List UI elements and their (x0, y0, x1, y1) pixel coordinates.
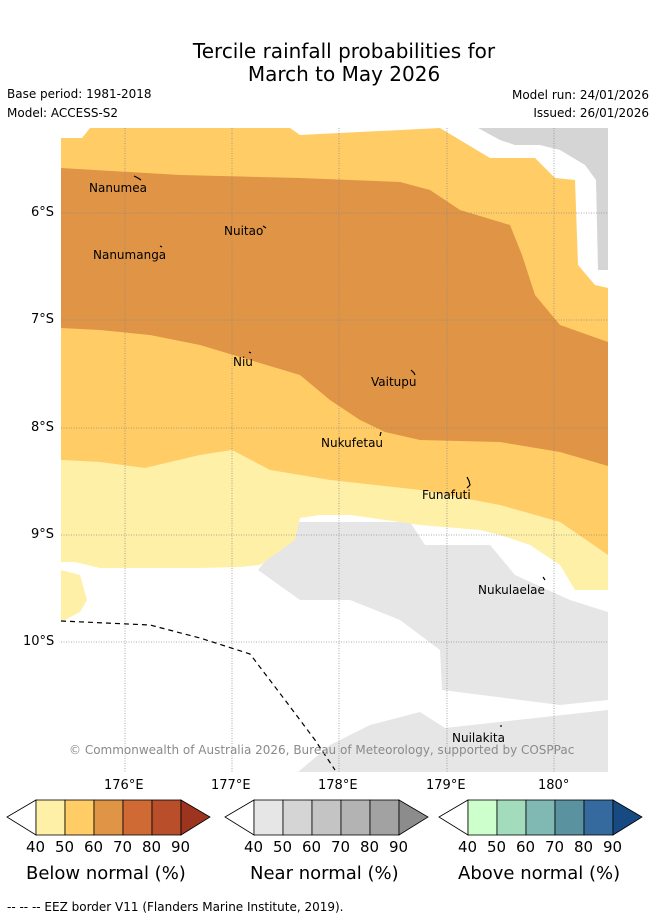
island-mark-nukufetau (379, 431, 382, 437)
near-normal-tick-50: 50 (273, 838, 293, 856)
lon-label-179e: 179°E (426, 778, 466, 793)
island-mark-funafuti (466, 476, 471, 489)
below-normal-swatch-40 (35, 799, 66, 836)
below-normal-60-band (61, 168, 608, 466)
above-normal-legend-title: Above normal (%) (458, 863, 621, 884)
near-normal-tick-80: 80 (360, 838, 380, 856)
near-normal-region-south (258, 522, 608, 705)
lon-label-178e: 178°E (318, 778, 358, 793)
near-normal-swatch-50 (282, 799, 313, 836)
above-normal-swatch-40 (467, 799, 498, 836)
lat-label-8s: 8°S (31, 420, 55, 435)
below-normal-swatch-60 (93, 799, 124, 836)
above-normal-tick-70: 70 (545, 838, 565, 856)
island-mark-nuitao (262, 225, 267, 229)
map-title: Tercile rainfall probabilities for March… (0, 40, 655, 86)
base-period: Base period: 1981-2018 (7, 87, 152, 101)
above-normal-tick-60: 60 (516, 838, 536, 856)
below-normal-tick-70: 70 (113, 838, 133, 856)
near-normal-swatch-90 (398, 799, 429, 836)
issued-date: Issued: 26/01/2026 (533, 106, 649, 120)
place-label-nukufetau: Nukufetau (321, 436, 384, 450)
near-normal-tick-60: 60 (302, 838, 322, 856)
above-normal-swatch-70 (554, 799, 585, 836)
near-normal-tick-90: 90 (389, 838, 409, 856)
below-normal-tick-60: 60 (84, 838, 104, 856)
below-normal-40-patch (61, 570, 87, 622)
near-normal-tick-40: 40 (244, 838, 264, 856)
below-normal-tick-80: 80 (142, 838, 162, 856)
near-normal-swatch-60 (311, 799, 342, 836)
near-normal-swatch-70 (340, 799, 371, 836)
above-normal-tick-40: 40 (458, 838, 478, 856)
above-normal-swatch-50 (496, 799, 527, 836)
lon-label-176e: 176°E (104, 778, 144, 793)
island-mark-nanumanga (159, 245, 163, 248)
above-normal-swatch-60 (525, 799, 556, 836)
eez-border (61, 620, 336, 771)
legend-near-normal-bar (224, 799, 429, 836)
below-normal-tick-40: 40 (26, 838, 46, 856)
place-label-vaitupu: Vaitupu (371, 375, 417, 389)
model-name: Model: ACCESS-S2 (7, 106, 119, 120)
below-normal-swatch-80 (151, 799, 182, 836)
above-normal-swatch-80 (583, 799, 614, 836)
island-marks (133, 175, 546, 727)
island-mark-vaitupu (410, 369, 416, 376)
near-normal-region-northeast (478, 128, 608, 270)
lat-label-6s: 6°S (31, 205, 55, 220)
near-normal-swatch-80 (369, 799, 400, 836)
place-label-nuilakita: Nuilakita (452, 731, 505, 745)
place-label-nanumea: Nanumea (89, 181, 147, 195)
below-normal-legend-title: Below normal (%) (26, 863, 186, 884)
title-line-2: March to May 2026 (247, 62, 441, 86)
lat-label-9s: 9°S (31, 527, 55, 542)
lon-label-177e: 177°E (211, 778, 251, 793)
lon-label-180: 180° (538, 778, 570, 793)
near-normal-legend-title: Near normal (%) (250, 863, 399, 884)
map-area (61, 128, 608, 772)
near-normal-tick-70: 70 (331, 838, 351, 856)
below-normal-swatch-90 (180, 799, 211, 836)
lat-label-7s: 7°S (31, 312, 55, 327)
place-label-niu: Niu (233, 355, 253, 369)
copyright-notice: © Commonwealth of Australia 2026, Bureau… (69, 743, 575, 757)
lat-label-10s: 10°S (23, 634, 55, 649)
below-normal-40-band (61, 450, 608, 590)
place-label-nuitao: Nuitao (224, 224, 264, 238)
place-label-nanumanga: Nanumanga (93, 248, 167, 262)
above-normal-tick-80: 80 (574, 838, 594, 856)
island-mark-niu (248, 351, 252, 354)
title-line-1: Tercile rainfall probabilities for (192, 39, 496, 63)
model-run: Model run: 24/01/2026 (511, 88, 649, 102)
above-normal-tick-90: 90 (603, 838, 623, 856)
lat-gridlines (61, 212, 608, 643)
below-normal-tick-50: 50 (55, 838, 75, 856)
above-normal-tick-50: 50 (487, 838, 507, 856)
island-mark-nukulaelae (542, 576, 546, 581)
below-normal-swatch-50 (64, 799, 95, 836)
below-normal-swatch-70 (122, 799, 153, 836)
near-normal-swatch-40 (253, 799, 284, 836)
place-label-nukulaelae: Nukulaelae (478, 583, 545, 597)
island-mark-nanumea (133, 175, 142, 181)
near-normal-region-far-south (298, 710, 608, 772)
eez-border-footnote: -- -- -- EEZ border V11 (Flanders Marine… (7, 900, 344, 914)
above-normal-swatch-90 (612, 799, 643, 836)
below-normal-tick-90: 90 (171, 838, 191, 856)
legend-above-normal-bar (438, 799, 643, 836)
legend-below-normal-bar (6, 799, 211, 836)
place-label-funafuti: Funafuti (422, 488, 471, 502)
